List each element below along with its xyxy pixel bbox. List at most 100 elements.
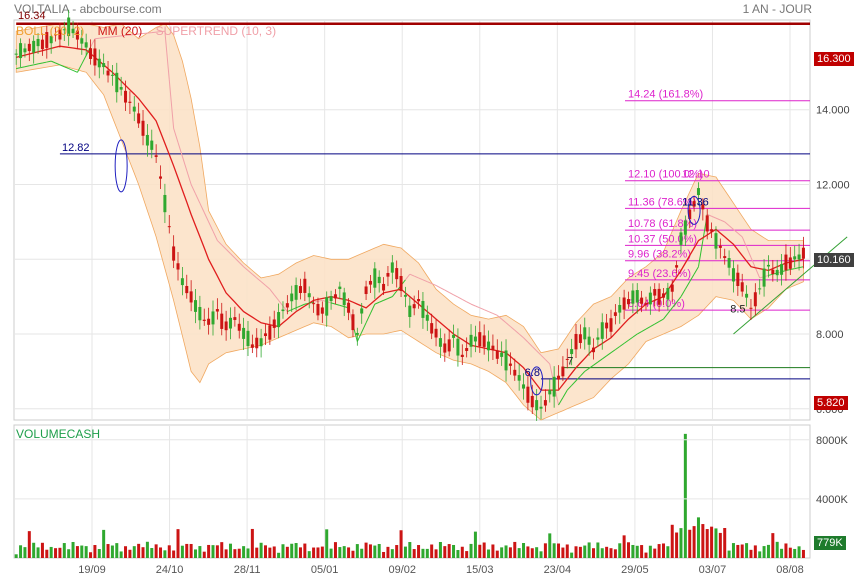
volume-bar [613,549,617,558]
volume-bar [198,546,202,558]
volume-bar [543,543,547,558]
volume-bar [443,546,447,558]
volume-bar [583,545,587,558]
supertrend-segment [545,359,551,365]
volume-bar [137,543,141,558]
candle-body [565,358,569,360]
supertrend-segment [746,246,752,258]
candle-body [272,319,276,328]
candle-body [307,293,311,298]
volume-bar [263,545,267,558]
price-label: 12.10 [682,169,710,181]
supertrend-segment [238,262,244,268]
supertrend-segment [697,240,704,267]
candle-body [54,34,58,36]
volume-bar [23,547,27,558]
fibonacci-level-label: 12.10 (100.0%) [628,169,703,181]
candle-body [530,395,534,408]
candle-body [539,406,543,409]
volume-bar [784,543,788,558]
candle-body [408,305,412,317]
candle-body [246,330,250,347]
candle-body [106,70,110,76]
candle-body [692,201,696,207]
supertrend-segment [593,361,599,366]
candle-body [45,32,49,48]
price-label: 16.34 [18,10,46,22]
candle-body [237,323,241,331]
candle-body [456,338,460,356]
candle-body [154,155,158,157]
candle-body [338,286,342,290]
candle-body [443,343,447,353]
volume-bar [434,549,438,558]
candle-body [250,344,254,348]
volume-bar [570,552,574,558]
supertrend-segment [715,217,721,221]
volume-bar [675,532,679,558]
volume-bar [390,549,394,558]
supertrend-segment [558,397,564,406]
candle-body [395,268,399,280]
volume-bar [150,548,154,558]
volume-bar [745,543,749,558]
supertrend-segment [667,307,673,314]
volume-bar [609,548,613,558]
candle-body [605,322,609,329]
candle-body [631,290,635,304]
volume-bar [36,547,40,558]
candle-body [745,293,749,298]
volume-bar [417,545,421,558]
candle-body [128,101,132,103]
supertrend-segment [527,341,533,347]
x-tick-label: 15/03 [466,564,494,576]
candle-body [102,63,106,68]
supertrend-segment [295,305,301,309]
candle-body [75,30,79,40]
volume-bar [19,545,23,558]
period-label[interactable]: 1 AN - JOUR [742,2,812,16]
volume-bar [62,543,66,558]
candle-body [561,366,565,377]
supertrend-segment [750,257,756,268]
candle-body [784,254,788,271]
volume-bar [347,547,351,558]
candle-body [377,276,381,284]
volume-bar [622,535,626,558]
price-marker-ellipse [114,139,128,193]
candle-body [570,349,574,355]
candle-body [683,220,687,235]
candle-body [325,297,329,316]
candle-body [714,233,718,249]
volume-bar [110,545,114,558]
supertrend-segment [72,70,78,73]
supertrend-segment [427,281,432,285]
y-tick-label: 14.000 [816,105,850,117]
volume-bar [469,543,473,558]
volume-bar [67,549,71,558]
candle-body [670,284,674,292]
supertrend-segment [453,294,459,298]
candle-body [145,134,149,146]
supertrend-segment [684,281,691,290]
supertrend-segment [615,346,621,351]
volume-bar [718,532,722,558]
supertrend-segment [168,79,175,129]
volume-bar [500,547,504,558]
price-marker-ellipse [530,366,544,396]
candle-body [618,304,622,313]
candle-body [517,375,521,381]
candle-body [583,327,587,340]
volume-bar [438,541,442,558]
supertrend-segment [693,266,699,275]
volume-bar [425,548,429,558]
volume-bar [97,549,101,558]
supertrend-segment [671,301,677,309]
volume-bar [530,548,534,558]
candle-body [194,300,198,312]
x-tick-label: 19/09 [78,564,106,576]
supertrend-segment [636,331,642,335]
candle-body [487,341,491,351]
fibonacci-level-label: 14.24 (161.8%) [628,89,703,101]
volume-bar [618,543,622,558]
